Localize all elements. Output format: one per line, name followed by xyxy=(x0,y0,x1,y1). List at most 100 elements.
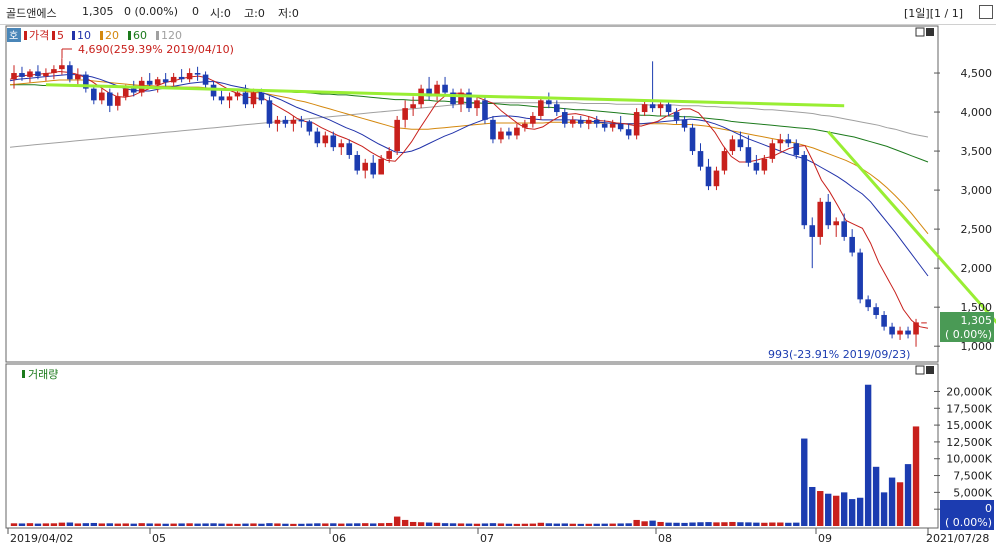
candle-body xyxy=(625,129,632,136)
volume-bar xyxy=(282,523,289,526)
candle-body xyxy=(362,162,369,171)
volume-bar xyxy=(593,523,600,526)
candle-body xyxy=(761,158,768,171)
candle-body xyxy=(538,100,544,116)
volume-bar xyxy=(569,523,576,526)
candle-body xyxy=(266,100,273,124)
legend-swatch xyxy=(156,31,159,40)
volume-bar xyxy=(465,523,473,526)
volume-panel-maximize-icon[interactable] xyxy=(915,365,925,375)
volume-bar xyxy=(896,482,904,526)
candle-body xyxy=(298,119,305,122)
candle-body xyxy=(849,236,855,253)
volume-legend-marker xyxy=(22,370,25,378)
candle-body xyxy=(162,79,169,83)
candle-body xyxy=(745,147,752,163)
candle-body xyxy=(458,92,464,105)
candle-body xyxy=(83,74,89,89)
candle-body xyxy=(633,112,640,136)
candle-body xyxy=(114,96,121,106)
candle-body xyxy=(514,127,520,136)
volume-bar xyxy=(505,523,513,526)
x-tick-label: 08 xyxy=(658,532,672,544)
legend-label: 60 xyxy=(133,29,147,42)
candle-body xyxy=(601,123,608,128)
ho-badge[interactable] xyxy=(7,28,21,42)
volume-bar xyxy=(769,522,776,526)
volume-bar xyxy=(825,493,832,526)
candle-body xyxy=(482,100,488,120)
volume-bar xyxy=(840,492,848,526)
volume-bar xyxy=(10,523,18,526)
volume-bar xyxy=(529,523,537,526)
volume-bar xyxy=(904,464,912,526)
candle-body xyxy=(825,201,832,226)
volume-bar xyxy=(170,523,177,526)
volume-bar xyxy=(912,426,920,526)
volume-bar xyxy=(497,523,505,526)
volume-bar xyxy=(377,523,385,526)
candle-body xyxy=(51,69,57,74)
volume-bar xyxy=(705,522,712,526)
volume-bar xyxy=(888,477,896,526)
volume-bar xyxy=(250,523,257,526)
chart-svg: 4,500 4,000 3,500 3,000 2,500 2,000 1,500 1,000… xyxy=(5,25,996,544)
volume-bar xyxy=(817,491,824,526)
volume-bar xyxy=(178,523,185,526)
candle-body xyxy=(697,151,704,167)
volume-bar xyxy=(872,466,880,526)
candle-body xyxy=(577,119,584,124)
legend-swatch xyxy=(72,31,75,40)
candle-body xyxy=(346,143,353,155)
candle-body xyxy=(753,162,760,171)
candle-body xyxy=(721,151,728,171)
price-panel-close-icon[interactable] xyxy=(926,28,934,36)
x-tick-label: 07 xyxy=(480,532,494,544)
period-selector[interactable]: [1일][1 / 1] xyxy=(904,7,963,20)
volume-bar xyxy=(266,523,273,526)
candle-body xyxy=(705,166,712,187)
volume-bar xyxy=(330,523,337,526)
candle-body xyxy=(330,135,337,148)
volume-bar xyxy=(362,523,369,526)
price-panel-maximize-icon[interactable] xyxy=(915,27,925,37)
candle-body xyxy=(314,131,321,144)
volume-bar xyxy=(609,523,616,526)
candle-body xyxy=(641,104,648,113)
volume-bar xyxy=(210,523,217,526)
volume-bar xyxy=(234,523,241,526)
candle-body xyxy=(99,92,105,101)
volume-bar xyxy=(26,523,34,526)
volume-current-value: 0 xyxy=(985,502,992,515)
volume-tick-label: 15,000K xyxy=(946,419,992,432)
volume-panel-close-icon[interactable] xyxy=(926,366,934,374)
price-tick-label: 1,500 xyxy=(961,301,993,314)
candle-body xyxy=(913,322,919,335)
x-tick-label: 2021/07/28 xyxy=(926,532,989,544)
volume-bar xyxy=(401,519,409,526)
candle-body xyxy=(434,84,440,97)
volume-bar xyxy=(58,522,66,526)
volume-bar xyxy=(154,523,161,526)
candle-body xyxy=(793,143,800,155)
legend-swatch xyxy=(128,31,131,40)
volume-bar xyxy=(202,523,209,526)
window-close-icon[interactable] xyxy=(979,5,993,19)
volume-bar xyxy=(737,522,744,526)
price-tick-label: 2,000 xyxy=(961,262,993,275)
volume-current-box xyxy=(940,500,994,530)
candle-body xyxy=(506,131,512,136)
volume-tick-label: 20,000K xyxy=(946,385,992,398)
candle-body xyxy=(27,71,33,77)
volume-bar xyxy=(761,522,768,526)
volume-bar xyxy=(186,523,193,526)
candle-body xyxy=(561,112,568,124)
volume-bar xyxy=(393,516,401,526)
volume-bar xyxy=(537,522,545,526)
volume-bar xyxy=(441,523,449,526)
price-change: 0 (0.00%) xyxy=(124,5,179,18)
candle-body xyxy=(91,88,97,101)
volume-bar xyxy=(449,523,457,526)
candle-body xyxy=(809,225,816,237)
volume-bar xyxy=(82,523,90,526)
